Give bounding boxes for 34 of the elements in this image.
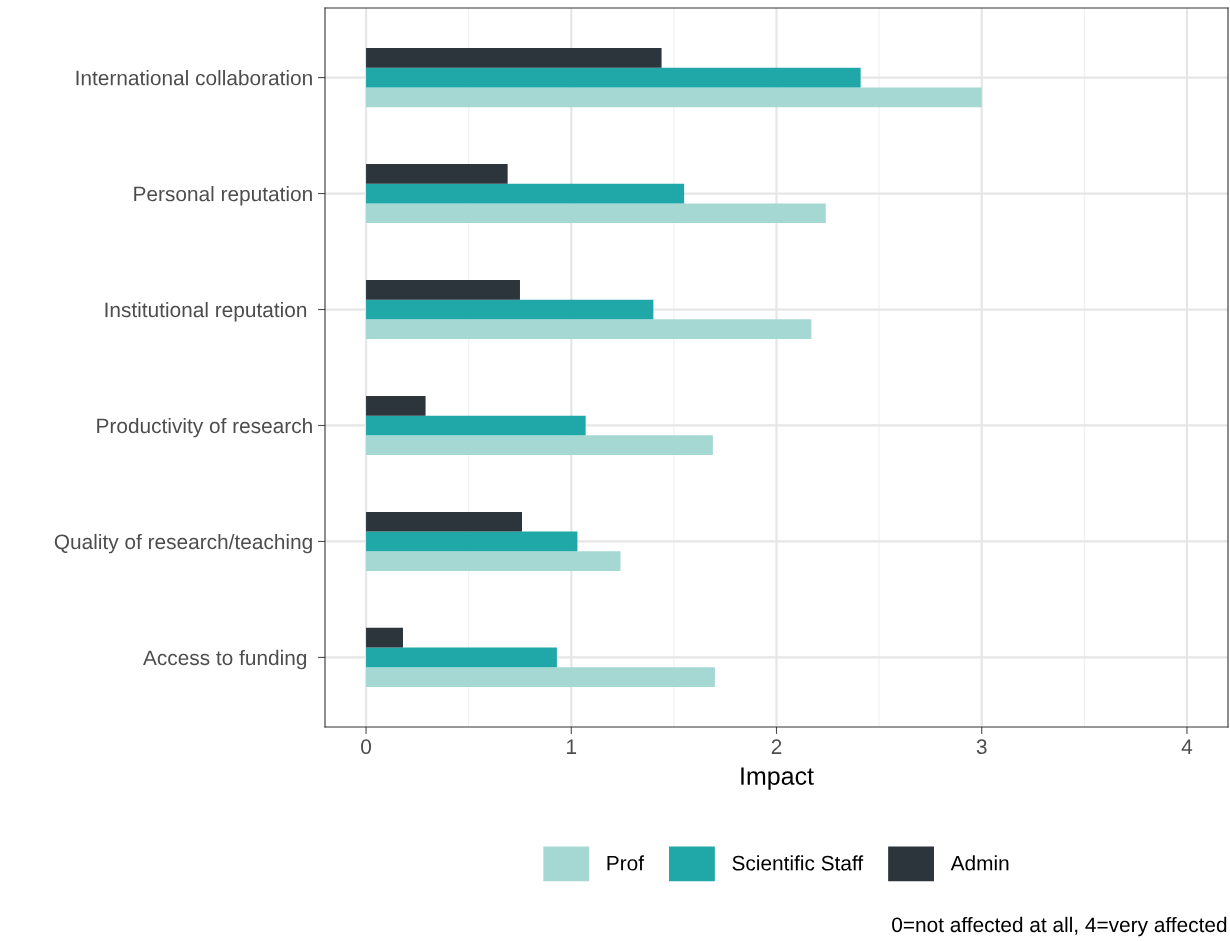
bar xyxy=(366,395,426,416)
x-axis-title: Impact xyxy=(741,767,814,790)
bar xyxy=(366,511,523,532)
y-tick-label: Quality of research/teaching xyxy=(54,533,312,554)
y-tick-label: Access to funding xyxy=(143,649,307,670)
bar xyxy=(366,67,861,88)
bar xyxy=(366,415,586,436)
bar xyxy=(366,435,713,456)
x-tick-label: 0 xyxy=(361,739,372,755)
legend-label: Admin xyxy=(950,855,1009,871)
x-tick-label: 4 xyxy=(1181,739,1193,754)
legend-label: Prof xyxy=(607,855,645,871)
bar xyxy=(366,319,812,340)
bar xyxy=(366,627,403,648)
bar xyxy=(366,647,557,668)
bar xyxy=(366,163,508,184)
y-tick-label: Productivity of research xyxy=(97,417,312,438)
bar xyxy=(366,531,578,552)
x-tick-label: 3 xyxy=(976,739,987,755)
text: 0=not affected at all, 4=very affected xyxy=(892,916,1227,937)
x-tick-label: 1 xyxy=(567,739,577,754)
bar xyxy=(366,551,621,572)
y-tick-label: Institutional reputation xyxy=(105,301,307,322)
y-tick-label: Personal reputation xyxy=(134,186,312,206)
bar xyxy=(366,183,685,204)
bar xyxy=(366,667,715,687)
bar xyxy=(366,48,662,68)
bar xyxy=(366,279,520,300)
y-tick-label: International collaboration xyxy=(76,70,312,86)
legend-label: Scientific Staff xyxy=(732,855,864,871)
x-tick-label: 2 xyxy=(771,739,782,754)
bar xyxy=(366,87,982,108)
bar xyxy=(366,299,654,320)
bar xyxy=(366,203,826,224)
